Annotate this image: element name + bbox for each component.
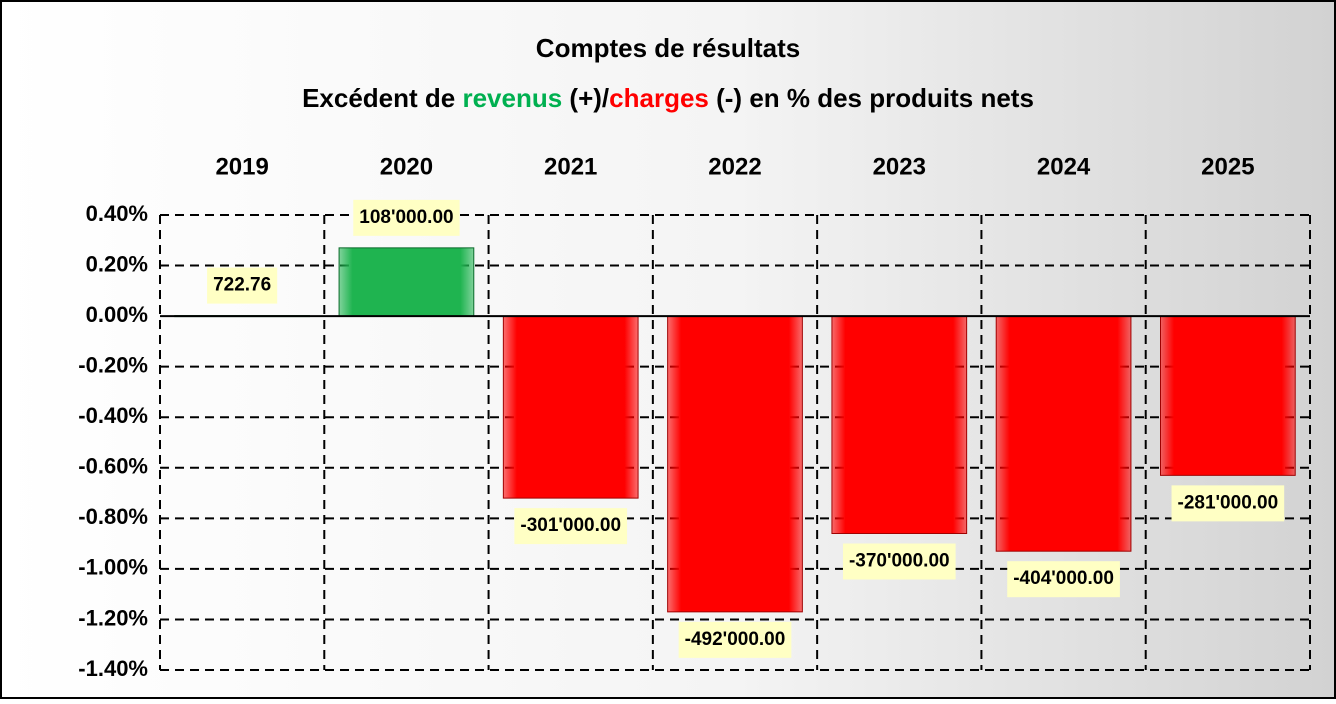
bar	[831, 315, 968, 534]
y-tick-label: -0.40%	[78, 403, 148, 428]
subtitle-part: revenus	[462, 83, 562, 113]
chart-subtitle: Excédent de revenus (+)/charges (-) en %…	[302, 83, 1034, 113]
data-label: -404'000.00	[1013, 568, 1114, 589]
subtitle-part: (-) en % des produits nets	[709, 83, 1034, 113]
bar	[1160, 315, 1296, 476]
data-label: 108'000.00	[359, 207, 453, 228]
x-tick-label: 2023	[873, 153, 926, 180]
subtitle-part: (+)/	[562, 83, 609, 113]
y-tick-label: 0.40%	[86, 201, 148, 226]
y-tick-label: 0.00%	[86, 302, 148, 327]
data-label: 722.76	[213, 275, 271, 296]
subtitle-part: charges	[609, 83, 709, 113]
y-tick-label: 0.20%	[86, 251, 148, 276]
data-label: -281'000.00	[1178, 492, 1279, 513]
x-tick-label: 2025	[1201, 153, 1254, 180]
bar	[502, 315, 639, 499]
x-tick-label: 2024	[1037, 153, 1091, 180]
data-label-box	[1171, 485, 1285, 522]
bar	[667, 315, 803, 613]
data-label: -370'000.00	[849, 551, 950, 572]
bar	[338, 247, 475, 317]
data-label: -492'000.00	[685, 629, 786, 650]
x-tick-label: 2022	[708, 153, 761, 180]
data-label: -301'000.00	[520, 515, 621, 536]
x-tick-label: 2020	[380, 153, 433, 180]
y-tick-label: -0.60%	[78, 454, 148, 479]
data-label-box	[842, 543, 956, 580]
data-label-box	[678, 621, 792, 658]
x-tick-label: 2019	[215, 153, 268, 180]
data-label-box	[514, 508, 628, 545]
subtitle-part: Excédent de	[302, 83, 462, 113]
y-tick-label: -0.20%	[78, 352, 148, 377]
chart-title: Comptes de résultats	[536, 33, 800, 63]
data-label-box	[207, 267, 278, 304]
y-tick-label: -1.20%	[78, 605, 148, 630]
y-tick-label: -1.00%	[78, 555, 148, 580]
data-label-box	[353, 199, 460, 236]
y-tick-label: -0.80%	[78, 504, 148, 529]
data-label-box	[1007, 561, 1120, 598]
y-tick-label: -1.40%	[78, 656, 148, 681]
bar	[995, 315, 1132, 552]
x-tick-label: 2021	[544, 153, 597, 180]
